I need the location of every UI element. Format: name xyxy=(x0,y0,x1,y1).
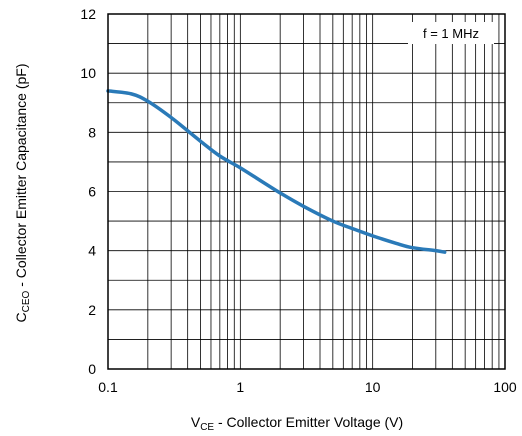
y-tick-label: 4 xyxy=(88,243,96,259)
x-axis-title-main: V xyxy=(191,414,201,430)
tick-labels: 0.1 1 10 100 0 2 4 6 8 10 12 xyxy=(80,6,516,395)
y-tick-label: 6 xyxy=(88,184,96,200)
plot-frame xyxy=(107,13,506,370)
x-tick-label: 100 xyxy=(493,379,517,395)
y-axis-title-rest: - Collector Emitter Capacitance (pF) xyxy=(13,64,29,291)
x-axis-title: VCE - Collector Emitter Voltage (V) xyxy=(191,414,403,433)
y-axis-title-sub: CEO xyxy=(21,290,32,312)
x-tick-label: 1 xyxy=(236,379,244,395)
y-tick-label: 0 xyxy=(88,361,96,377)
y-axis-title-main: C xyxy=(13,312,29,322)
annotation-box: f = 1 MHz xyxy=(408,22,494,44)
series-layer xyxy=(106,89,447,254)
x-tick-label: 10 xyxy=(365,379,381,395)
x-tick-label: 0.1 xyxy=(98,379,118,395)
x-axis-title-rest: - Collector Emitter Voltage (V) xyxy=(214,414,403,430)
y-tick-label: 2 xyxy=(88,302,96,318)
y-tick-label: 10 xyxy=(80,65,96,81)
x-axis-title-sub: CE xyxy=(200,422,214,433)
series-line-capacitance xyxy=(106,89,447,254)
y-tick-label: 8 xyxy=(88,124,96,140)
frequency-annotation: f = 1 MHz xyxy=(423,26,479,41)
y-axis-title: CCEO - Collector Emitter Capacitance (pF… xyxy=(13,64,32,323)
y-tick-label: 12 xyxy=(80,6,96,22)
grid-lines xyxy=(107,13,505,370)
